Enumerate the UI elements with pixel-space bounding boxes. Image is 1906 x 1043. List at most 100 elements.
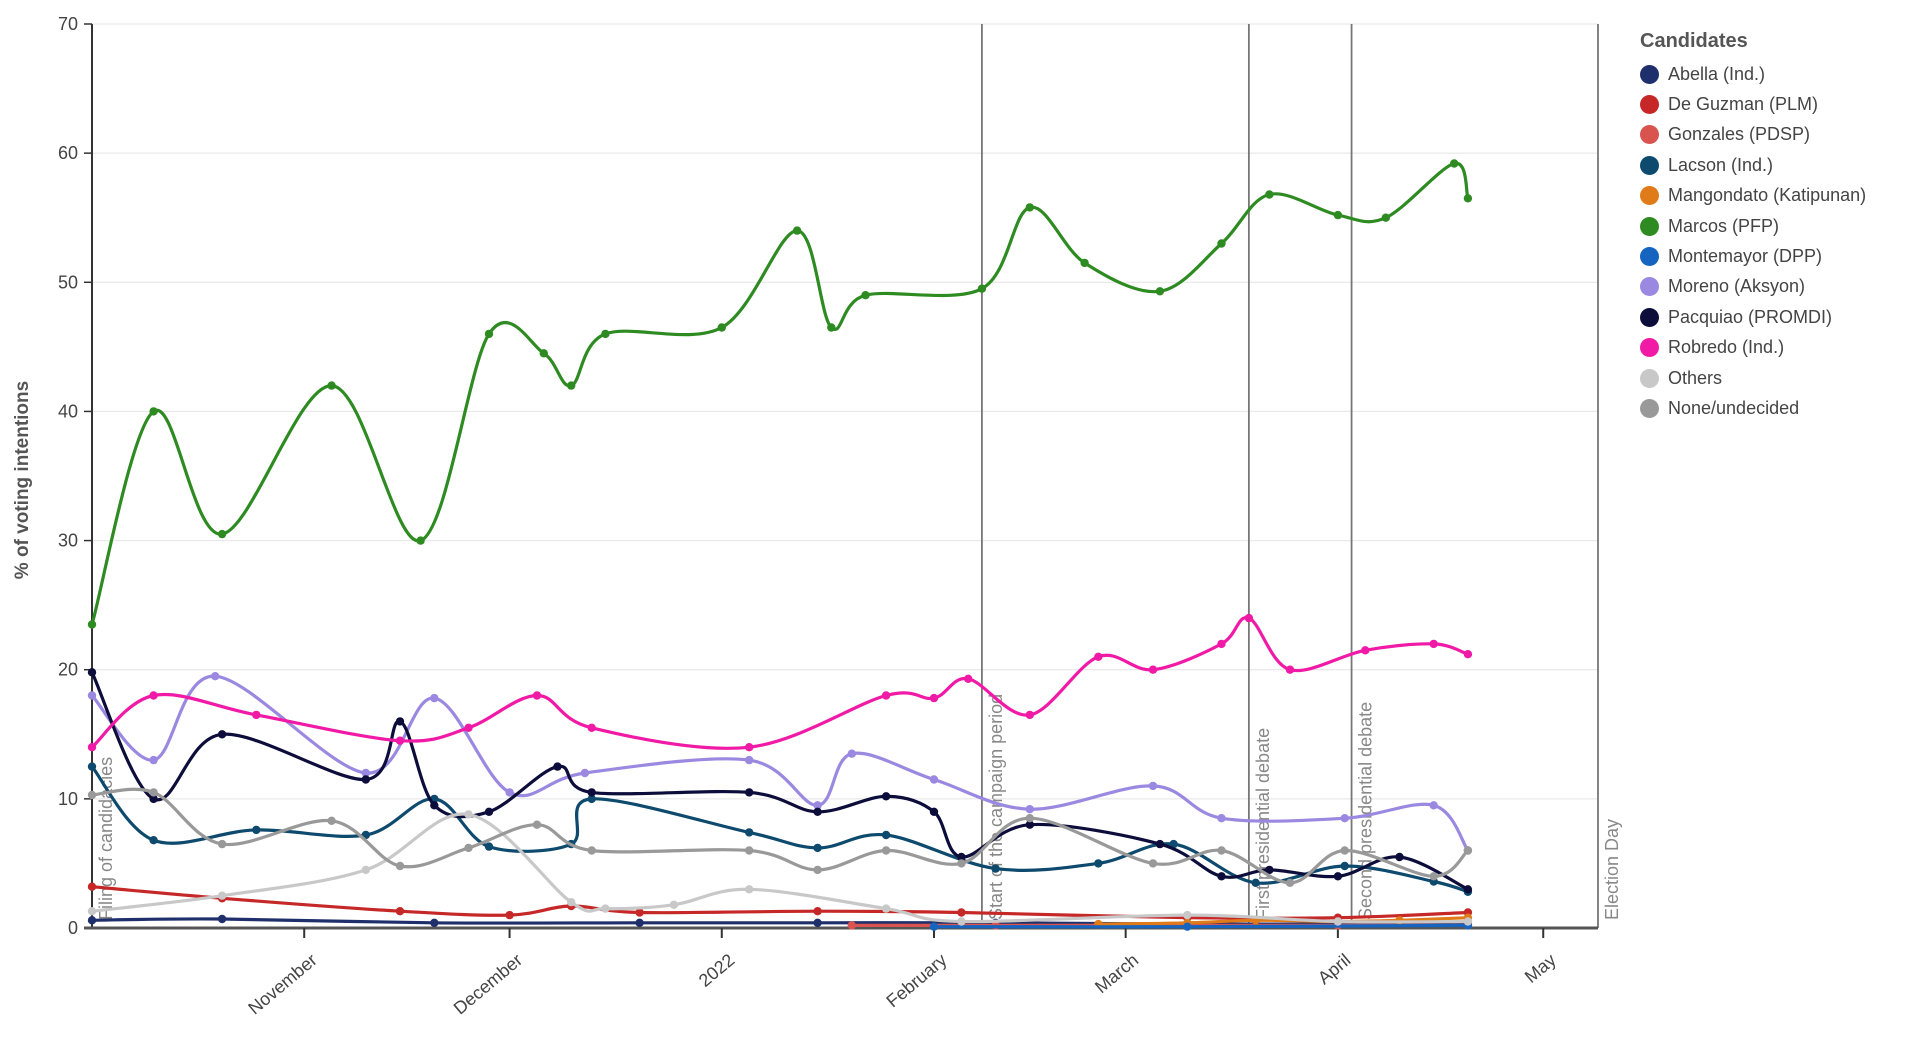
legend-label: Lacson (Ind.)	[1668, 154, 1774, 175]
data-point	[87, 907, 97, 916]
event-label: Start of the campaign period	[986, 694, 1006, 920]
legend-label: Marcos (PFP)	[1668, 215, 1780, 236]
data-point	[861, 291, 870, 300]
x-tick-label: December	[450, 950, 526, 1019]
data-point	[1217, 239, 1226, 248]
data-point	[1244, 613, 1254, 623]
data-point	[745, 743, 754, 752]
data-point	[587, 846, 596, 855]
series-layer	[87, 159, 1473, 931]
series-line	[90, 161, 1470, 627]
legend-item[interactable]: Pacquiao (PROMDI)	[1640, 302, 1866, 332]
legend-marker-icon	[1640, 95, 1659, 115]
legend-item[interactable]: De Guzman (PLM)	[1640, 89, 1866, 119]
data-point	[1340, 814, 1349, 823]
data-point	[635, 918, 644, 927]
legend-item[interactable]: Marcos (PFP)	[1640, 211, 1866, 241]
data-point	[881, 830, 891, 840]
data-point	[745, 828, 754, 837]
grid-layer	[92, 23, 1598, 929]
data-point	[505, 788, 514, 797]
y-tick-label: 0	[68, 918, 78, 938]
data-point	[881, 904, 891, 913]
data-point	[929, 775, 939, 784]
data-point	[813, 865, 822, 875]
data-point	[881, 691, 891, 700]
legend-item[interactable]: Moreno (Aksyon)	[1640, 272, 1866, 302]
data-point	[87, 691, 97, 700]
data-point	[430, 801, 439, 810]
legend-marker-icon	[1640, 155, 1659, 175]
data-point	[464, 843, 473, 853]
x-tick-label: February	[883, 950, 951, 1012]
data-point	[1450, 159, 1459, 168]
data-point	[567, 381, 576, 390]
data-point	[395, 717, 405, 726]
series-group	[87, 613, 1473, 752]
data-point	[957, 917, 966, 926]
legend-item[interactable]: Robredo (Ind.)	[1640, 333, 1866, 363]
data-point	[327, 381, 336, 390]
data-point	[1025, 820, 1035, 829]
data-point	[1395, 852, 1404, 862]
data-point	[813, 918, 822, 927]
data-point	[1333, 872, 1343, 881]
data-point	[717, 323, 726, 332]
legend-item[interactable]: Montemayor (DPP)	[1640, 241, 1866, 271]
data-point	[1080, 258, 1089, 268]
data-point	[929, 693, 939, 703]
data-point	[217, 891, 227, 900]
data-point	[813, 807, 822, 816]
series-group	[87, 159, 1473, 629]
data-point	[1381, 213, 1391, 222]
legend-label: Gonzales (PDSP)	[1668, 124, 1811, 145]
data-point	[217, 730, 227, 739]
data-point	[1333, 917, 1343, 926]
data-point	[430, 693, 439, 703]
legend-item[interactable]: Mangondato (Katipunan)	[1640, 181, 1866, 211]
legend-label: Moreno (Aksyon)	[1668, 276, 1806, 297]
data-point	[149, 691, 158, 700]
legend-label: Pacquiao (PROMDI)	[1668, 306, 1833, 327]
series-line	[90, 812, 1470, 924]
legend-item[interactable]: Abella (Ind.)	[1640, 59, 1866, 89]
data-point	[813, 843, 822, 853]
data-point	[587, 788, 596, 797]
data-point	[929, 922, 939, 931]
data-point	[1285, 665, 1295, 674]
legend-marker-icon	[1640, 216, 1659, 236]
data-point	[430, 918, 439, 927]
y-tick-label: 20	[58, 660, 78, 680]
legend-item[interactable]: None/undecided	[1640, 393, 1866, 423]
data-point	[1025, 814, 1035, 823]
annotation-layer: Filing of candidacies Start of the campai…	[96, 24, 1622, 928]
data-point	[1025, 203, 1035, 212]
data-point	[1148, 859, 1158, 868]
data-point	[1340, 846, 1349, 855]
data-point	[1463, 885, 1473, 894]
data-point	[881, 846, 891, 855]
series-line	[932, 923, 1470, 929]
legend-marker-icon	[1640, 398, 1659, 418]
data-point	[1333, 210, 1343, 220]
legend-item[interactable]: Gonzales (PDSP)	[1640, 120, 1866, 150]
data-point	[1217, 846, 1226, 855]
data-point	[745, 788, 754, 797]
data-point	[395, 861, 405, 871]
legend-label: Abella (Ind.)	[1668, 63, 1766, 84]
data-point	[252, 825, 261, 835]
legend-item[interactable]: Lacson (Ind.)	[1640, 150, 1866, 180]
legend-item[interactable]: Others	[1640, 363, 1866, 393]
data-point	[217, 914, 227, 924]
x-tick-label: March	[1091, 950, 1142, 997]
data-point	[669, 900, 679, 909]
data-point	[1169, 839, 1178, 849]
data-point	[539, 349, 548, 358]
data-point	[1183, 922, 1192, 931]
legend-marker-icon	[1640, 247, 1659, 267]
legend-marker-icon	[1640, 125, 1659, 145]
legend-marker-icon	[1640, 186, 1659, 206]
x-tick-label: November	[244, 950, 320, 1019]
legend: Candidates Abella (Ind.) De Guzman (PLM) G…	[1640, 30, 1866, 424]
data-point	[87, 762, 97, 771]
